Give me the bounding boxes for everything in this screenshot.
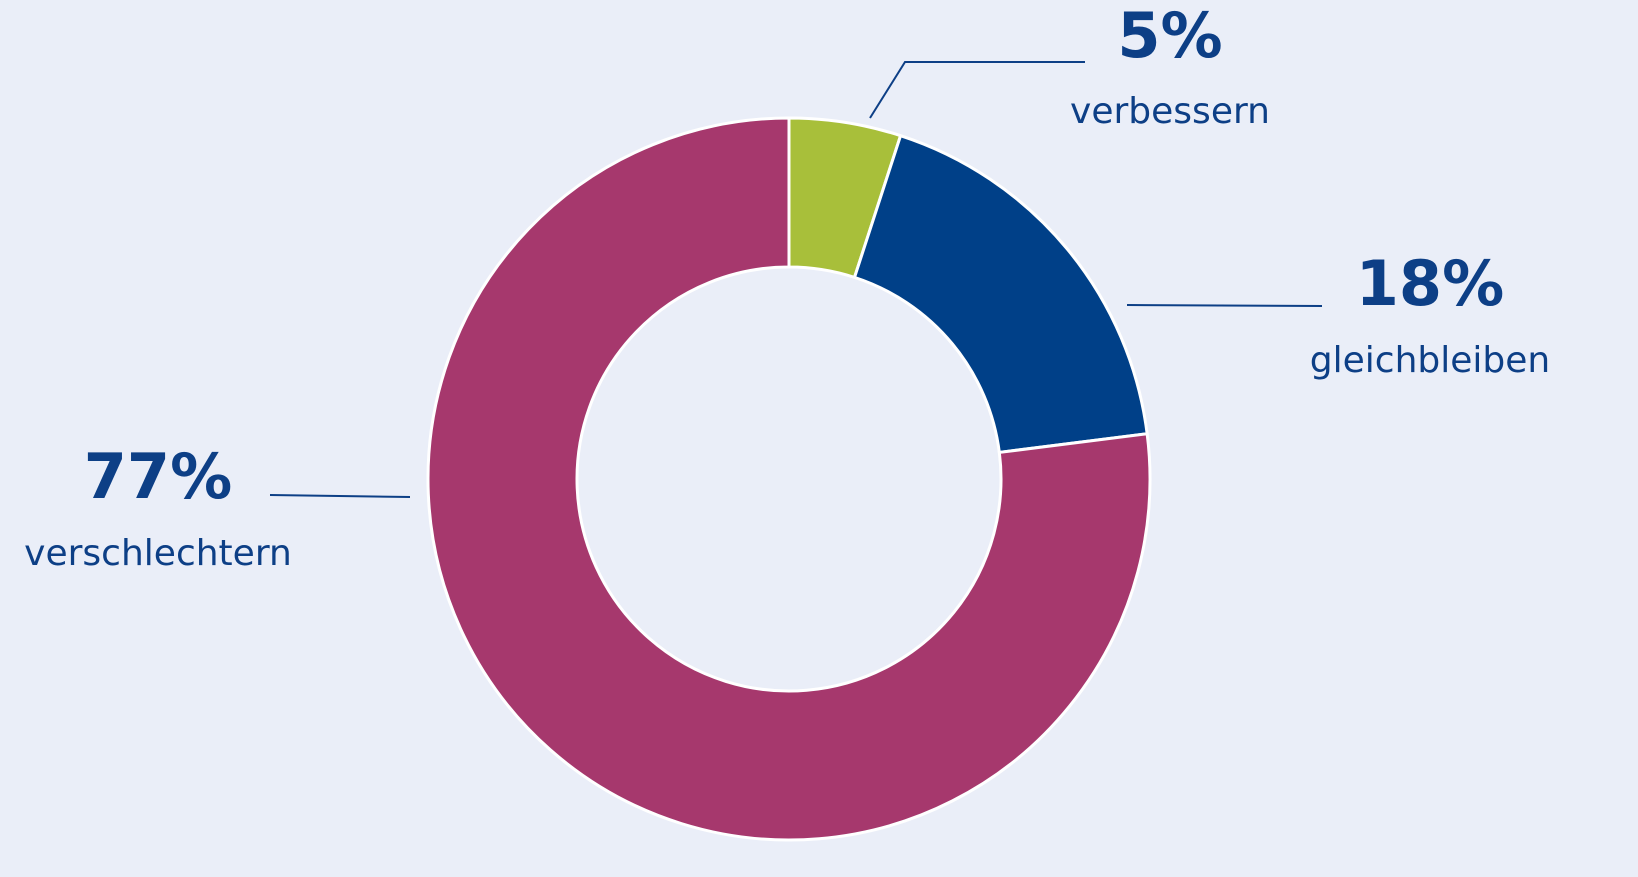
leader-line — [1126, 304, 1323, 307]
value-label: 5% — [1117, 0, 1222, 72]
category-label: verschlechtern — [24, 533, 292, 574]
leader-line — [269, 494, 411, 498]
leader-line — [869, 61, 1085, 119]
value-label: 77% — [84, 440, 232, 513]
category-label: gleichbleiben — [1310, 340, 1550, 381]
donut-segment — [852, 133, 1149, 455]
donut-segment — [426, 116, 1152, 842]
value-label: 18% — [1356, 247, 1504, 320]
category-label: verbessern — [1070, 91, 1270, 132]
